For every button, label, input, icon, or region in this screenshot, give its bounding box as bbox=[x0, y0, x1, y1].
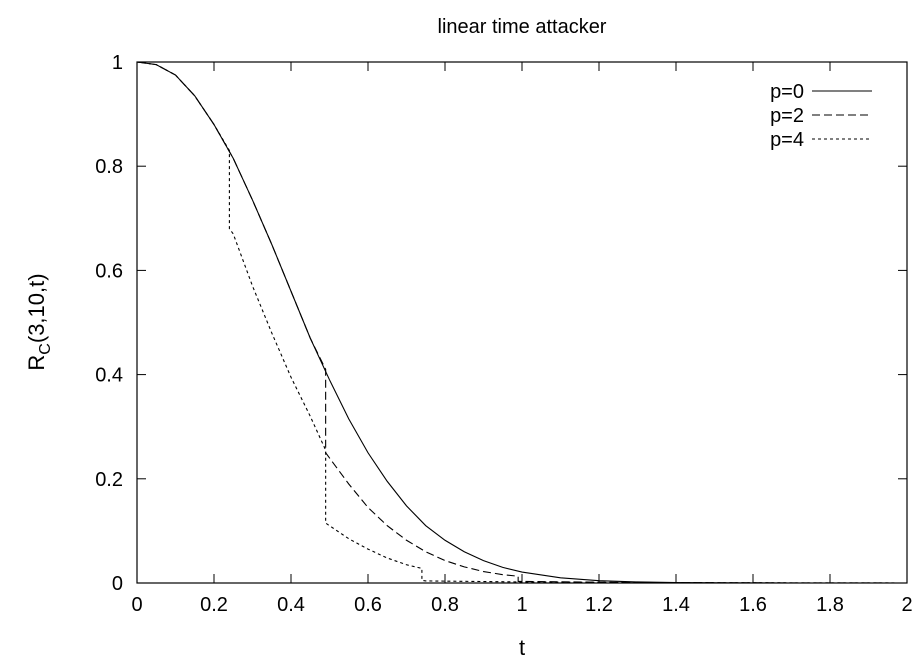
x-tick-label: 2 bbox=[901, 594, 912, 616]
y-tick-label: 0 bbox=[112, 573, 123, 595]
y-tick-label: 0.8 bbox=[95, 156, 123, 178]
y-axis-label-main: R bbox=[24, 355, 49, 371]
y-axis-label: RC(3,10,t) bbox=[24, 273, 54, 370]
chart-title: linear time attacker bbox=[438, 16, 607, 38]
y-tick-label: 1 bbox=[112, 52, 123, 74]
x-tick-label: 0 bbox=[131, 594, 142, 616]
x-tick-label: 1.4 bbox=[662, 594, 690, 616]
series-line-p4 bbox=[136, 61, 908, 584]
y-tick-label: 0.4 bbox=[95, 365, 123, 387]
x-tick-label: 1.6 bbox=[739, 594, 767, 616]
series-line-p2 bbox=[136, 61, 908, 584]
y-axis-label-rest: (3,10,t) bbox=[24, 273, 49, 343]
x-tick-label: 0.6 bbox=[354, 594, 382, 616]
y-axis: 0 0.2 0.4 0.6 0.8 1 bbox=[95, 52, 907, 595]
x-tick-label: 1.2 bbox=[585, 594, 613, 616]
series-layer bbox=[136, 61, 908, 584]
x-tick-label: 1 bbox=[516, 594, 527, 616]
x-tick-label: 0.8 bbox=[431, 594, 459, 616]
y-axis-label-group: RC(3,10,t) bbox=[24, 273, 54, 370]
y-axis-label-subscript: C bbox=[37, 343, 54, 355]
x-tick-label: 0.2 bbox=[200, 594, 228, 616]
x-axis: 0 0.2 0.4 0.6 0.8 1 1.2 1.4 1.6 1.8 2 bbox=[131, 62, 913, 616]
legend-label-p0: p=0 bbox=[770, 81, 804, 103]
legend-label-p2: p=2 bbox=[770, 105, 804, 127]
x-tick-label: 1.8 bbox=[816, 594, 844, 616]
legend-label-p4: p=4 bbox=[770, 129, 804, 151]
y-tick-label: 0.2 bbox=[95, 469, 123, 491]
y-tick-label: 0.6 bbox=[95, 260, 123, 282]
legend: p=0p=2p=4 bbox=[770, 81, 872, 151]
series-line-p0 bbox=[136, 61, 907, 584]
x-axis-label: t bbox=[519, 635, 525, 660]
x-tick-label: 0.4 bbox=[277, 594, 305, 616]
